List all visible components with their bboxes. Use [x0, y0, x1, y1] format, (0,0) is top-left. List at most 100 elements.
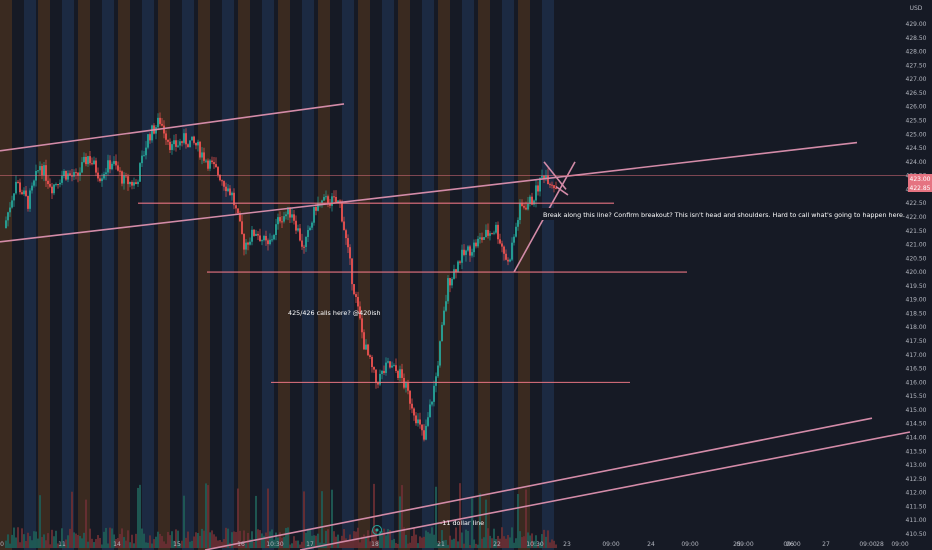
candle-down — [343, 221, 345, 231]
candle-up — [325, 196, 327, 198]
candle-up — [513, 236, 515, 243]
volume-bar — [133, 543, 135, 548]
candle-down — [551, 184, 553, 186]
volume-bar — [511, 527, 513, 548]
volume-bar — [287, 527, 289, 548]
candle-down — [163, 125, 165, 134]
volume-bar — [211, 530, 213, 548]
volume-bar — [45, 540, 47, 548]
candle-down — [257, 233, 259, 236]
volume-bar — [301, 541, 303, 548]
candle-up — [191, 136, 193, 141]
price-tick-label: 422.00 — [906, 214, 927, 221]
candle-up — [453, 269, 455, 279]
candle-down — [419, 419, 421, 425]
candle-up — [7, 212, 9, 221]
volume-bar — [257, 529, 259, 548]
candle-down — [411, 403, 413, 409]
candle-up — [107, 160, 109, 173]
volume-bar — [519, 531, 521, 548]
currency-label: USD — [910, 5, 923, 12]
price-tick-label: 421.00 — [906, 242, 927, 249]
time-tick-label: 21 — [437, 541, 445, 548]
time-tick-label: 09:00 — [602, 541, 619, 548]
candle-up — [391, 365, 393, 368]
candle-down — [299, 228, 301, 241]
volume-bar — [347, 540, 349, 548]
candle-down — [349, 247, 351, 259]
volume-bar — [163, 541, 165, 548]
price-tick-label: 424.50 — [906, 145, 927, 152]
time-tick-label: 28 — [876, 541, 884, 548]
volume-bar — [17, 527, 19, 548]
volume-bar — [237, 488, 239, 548]
candle-up — [103, 174, 105, 179]
volume-bar — [469, 544, 471, 548]
candle-down — [241, 221, 243, 235]
session-band-afterhours — [462, 0, 474, 550]
volume-bar — [255, 495, 257, 548]
candle-up — [271, 239, 273, 241]
candle-up — [23, 190, 25, 195]
volume-bar — [125, 540, 127, 548]
candle-up — [511, 242, 513, 260]
volume-bar — [493, 528, 495, 548]
candle-up — [467, 246, 469, 251]
candle-up — [533, 200, 535, 205]
candle-up — [43, 165, 45, 176]
volume-bar — [361, 536, 363, 548]
volume-bar — [529, 535, 531, 548]
trendline[interactable] — [555, 185, 569, 196]
trendline[interactable] — [0, 141, 858, 243]
candle-up — [387, 361, 389, 363]
volume-bar — [295, 540, 297, 548]
volume-bar — [135, 533, 137, 548]
session-band-premarket — [38, 0, 50, 550]
candle-down — [371, 357, 373, 368]
session-band-premarket — [238, 0, 250, 550]
price-tick-label: 416.50 — [906, 366, 927, 373]
candle-down — [243, 234, 245, 250]
candle-down — [409, 390, 411, 404]
trendline[interactable] — [204, 417, 873, 550]
candle-down — [149, 134, 151, 141]
volume-bar — [175, 529, 177, 548]
candle-down — [339, 200, 341, 202]
volume-bar — [401, 485, 403, 548]
candle-down — [169, 141, 171, 150]
volume-bar — [283, 536, 285, 548]
candle-up — [11, 200, 13, 208]
volume-bar — [239, 530, 241, 548]
volume-bar — [415, 534, 417, 548]
volume-bar — [503, 536, 505, 548]
candle-down — [17, 181, 19, 183]
trendline[interactable] — [0, 103, 345, 152]
candle-up — [317, 203, 319, 211]
time-tick-label: 18 — [371, 541, 379, 548]
candle-up — [433, 385, 435, 402]
session-band-afterhours — [182, 0, 194, 550]
event-marker-icon[interactable] — [372, 525, 382, 535]
candle-up — [291, 214, 293, 218]
candle-down — [335, 196, 337, 203]
candle-up — [147, 134, 149, 148]
candle-down — [537, 185, 539, 192]
volume-bar — [377, 540, 379, 548]
volume-bar — [505, 538, 507, 548]
volume-bar — [177, 530, 179, 548]
volume-bar — [231, 532, 233, 548]
volume-bar — [277, 537, 279, 548]
candle-up — [31, 185, 33, 191]
volume-bar — [261, 533, 263, 548]
volume-bar — [485, 499, 487, 548]
volume-bar — [29, 536, 31, 548]
volume-bar — [219, 540, 221, 548]
trendline[interactable] — [299, 431, 911, 550]
price-tick-label: 418.50 — [906, 310, 927, 317]
breakout-note-bg — [540, 208, 848, 220]
volume-bar — [249, 539, 251, 548]
volume-bar — [311, 535, 313, 548]
volume-bar — [35, 531, 37, 548]
volume-bar — [327, 529, 329, 548]
volume-bar — [43, 534, 45, 548]
